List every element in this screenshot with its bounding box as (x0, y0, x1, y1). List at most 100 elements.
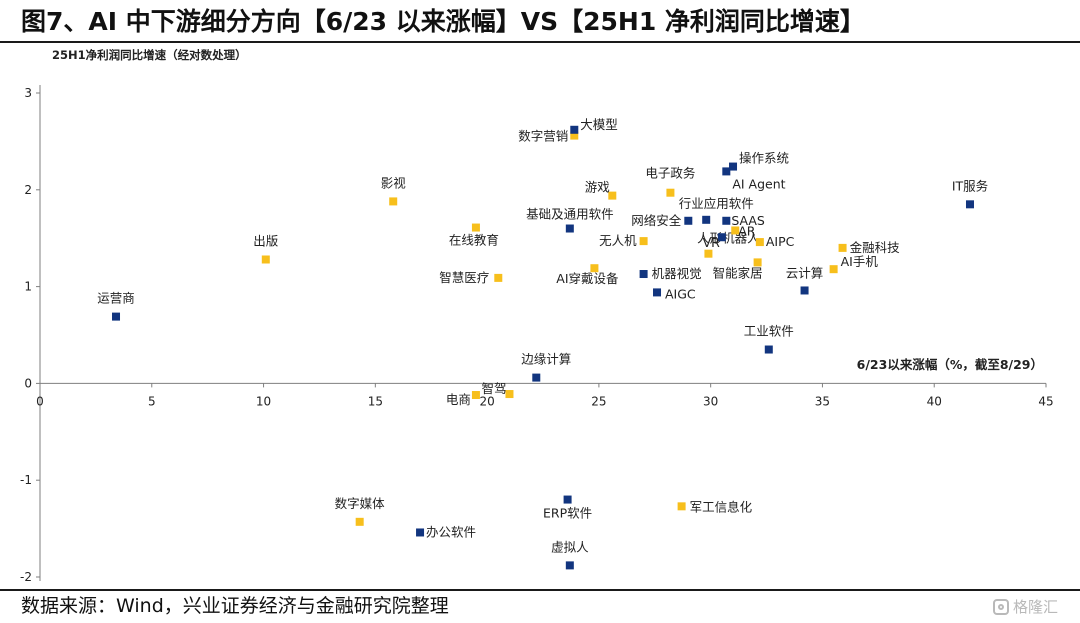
scatter-point (416, 528, 425, 537)
scatter-point (505, 390, 514, 399)
point-label: 操作系统 (739, 151, 789, 166)
point-label: AR (738, 223, 756, 238)
scatter-point (704, 249, 713, 258)
x-tick-label: 5 (148, 394, 156, 408)
scatter-point (590, 264, 599, 273)
scatter-point (653, 288, 662, 297)
point-label: 虚拟人 (551, 539, 589, 554)
watermark: 格隆汇 (992, 596, 1058, 617)
x-axis-title: 6/23以来涨幅（%，截至8/29） (857, 357, 1043, 372)
point-label: 数字营销 (518, 129, 568, 144)
point-label: 行业应用软件 (679, 196, 754, 211)
point-label: 基础及通用软件 (526, 207, 614, 222)
scatter-point (639, 270, 648, 279)
point-label: 出版 (253, 233, 279, 248)
point-label: IT服务 (952, 178, 988, 193)
scatter-point (755, 238, 764, 247)
x-tick-label: 15 (368, 394, 383, 408)
bottom-rule (0, 589, 1080, 591)
point-label: 智能家居 (713, 265, 763, 280)
x-tick-label: 30 (703, 394, 718, 408)
scatter-point (532, 373, 541, 382)
x-tick-label: 35 (815, 394, 830, 408)
watermark-text: 格隆汇 (1012, 598, 1058, 616)
point-label: 网络安全 (631, 213, 682, 228)
scatter-point (565, 224, 574, 233)
x-tick-label: 10 (256, 394, 271, 408)
point-label: AI穿戴设备 (556, 271, 619, 286)
scatter-point (838, 243, 847, 252)
point-label: 影视 (381, 175, 407, 190)
scatter-point (471, 391, 480, 400)
point-label: 在线教育 (449, 233, 499, 248)
point-label: 电商 (446, 392, 471, 407)
top-rule (0, 41, 1080, 43)
point-label: 工业软件 (744, 324, 794, 339)
scatter-point (261, 255, 270, 264)
y-tick-label: -1 (20, 473, 32, 487)
point-label: 智慧医疗 (439, 270, 489, 285)
scatter-point (731, 226, 740, 235)
figure-title: 图7、AI 中下游细分方向【6/23 以来涨幅】VS【25H1 净利润同比增速】 (21, 7, 865, 36)
point-label: 办公软件 (426, 524, 476, 539)
point-label: 电子政务 (645, 166, 695, 181)
scatter-point (563, 495, 572, 504)
point-label: 数字媒体 (335, 496, 386, 511)
point-label: 军工信息化 (690, 499, 753, 514)
scatter-point (355, 517, 364, 526)
scatter-point (639, 237, 648, 246)
point-label: VR (703, 235, 721, 250)
scatter-point (570, 131, 579, 140)
point-label: 金融科技 (850, 240, 901, 255)
scatter-point (608, 191, 617, 200)
x-tick-label: 25 (591, 394, 606, 408)
source-note: 数据来源：Wind，兴业证券经济与金融研究院整理 (21, 595, 449, 617)
point-label: 边缘计算 (521, 352, 571, 367)
y-tick-label: 3 (24, 86, 32, 100)
y-tick-label: 0 (24, 376, 32, 390)
point-label: 运营商 (97, 291, 135, 306)
scatter-point (565, 561, 574, 570)
x-axis-ticks: 0 5 10 15 20 25 30 35 40 45 (36, 383, 1054, 408)
y-axis-title: 25H1净利润同比增速（经对数处理） (52, 48, 247, 62)
point-label: 大模型 (580, 117, 618, 132)
scatter-point (570, 125, 579, 134)
point-label: 游戏 (585, 180, 610, 195)
scatter-point (684, 216, 693, 225)
scatter-point (471, 223, 480, 232)
scatter-point (717, 233, 726, 242)
x-tick-label: 20 (479, 394, 494, 408)
point-label: ERP软件 (543, 506, 592, 521)
y-tick-label: 1 (24, 280, 32, 294)
scatter-point (753, 258, 762, 267)
scatter-point (729, 162, 738, 171)
point-label: AI手机 (841, 254, 879, 269)
point-label: 智驾 (481, 381, 506, 396)
scatter-point (722, 216, 731, 225)
point-label: AIGC (665, 286, 696, 301)
point-label: 人形机器人 (697, 231, 760, 246)
watermark-logo-icon (992, 598, 1009, 615)
scatter-point (965, 200, 974, 209)
point-label: AI Agent (732, 176, 785, 191)
scatter-point (702, 215, 711, 224)
point-label: 云计算 (786, 265, 824, 280)
scatter-point (800, 286, 809, 295)
scatter-point (829, 265, 838, 274)
scatter-point (494, 273, 503, 282)
y-tick-label: 2 (24, 183, 32, 197)
scatter-point (764, 345, 773, 354)
scatter-point (389, 197, 398, 206)
point-label: AIPC (766, 234, 795, 249)
x-tick-label: 40 (927, 394, 942, 408)
point-label: SAAS (731, 213, 765, 228)
scatter-point (677, 502, 686, 511)
y-tick-label: -2 (20, 570, 32, 584)
scatter-point (722, 167, 731, 176)
scatter-point (666, 188, 675, 197)
x-tick-label: 0 (36, 394, 44, 408)
x-tick-label: 45 (1038, 394, 1053, 408)
point-label: 无人机 (599, 233, 637, 248)
